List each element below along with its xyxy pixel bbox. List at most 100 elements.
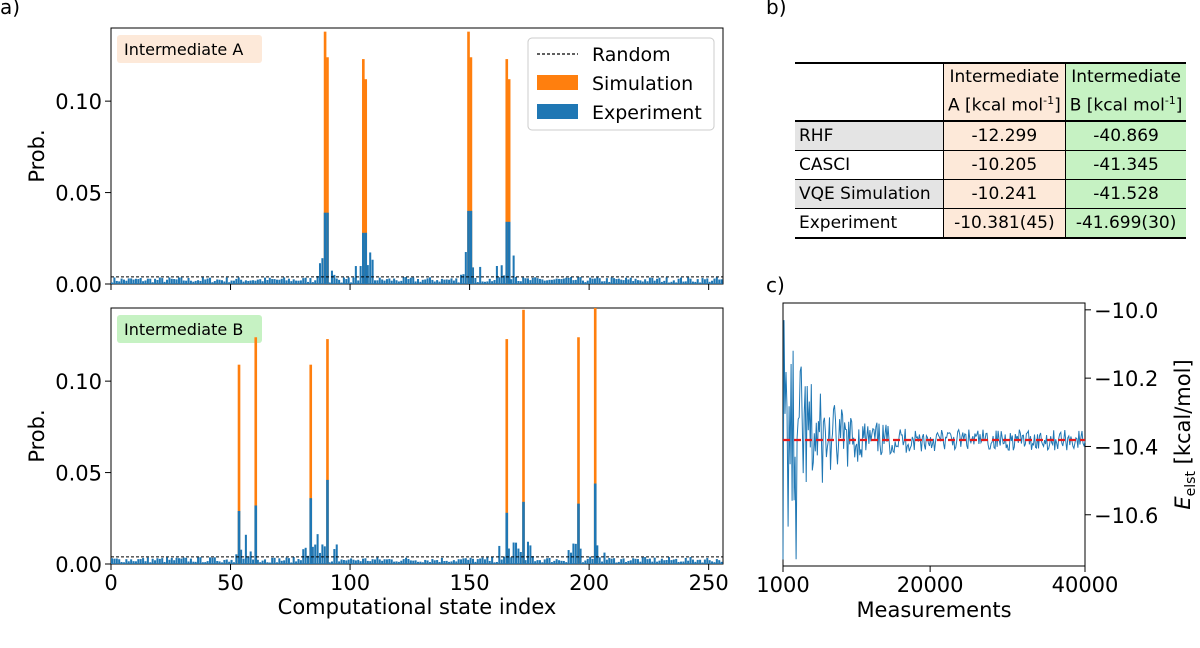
bar-experiment-background	[474, 561, 477, 564]
bar-experiment-background	[297, 559, 300, 564]
bar-experiment-background	[340, 559, 343, 564]
bar-experiment-background	[483, 559, 486, 564]
bar-experiment-background	[197, 280, 200, 284]
bar-experiment-background	[622, 280, 625, 284]
bar-experiment-background	[455, 561, 458, 564]
bar-experiment-background	[433, 560, 436, 564]
bar-experiment	[254, 505, 258, 564]
bar-experiment-background	[450, 278, 453, 284]
bar-experiment-background	[682, 561, 685, 564]
bar-experiment-background	[268, 277, 271, 284]
bar-experiment-background	[220, 562, 224, 564]
bar-experiment-background	[287, 278, 290, 284]
bar-experiment-background	[493, 562, 496, 564]
bar-experiment-background	[256, 559, 259, 564]
bar-experiment-background	[197, 557, 200, 564]
bar-experiment-background	[354, 560, 357, 564]
bar-experiment-background	[703, 279, 706, 284]
bar-experiment-background	[548, 557, 551, 564]
bar-experiment-background	[137, 279, 140, 284]
bar-experiment-background	[515, 542, 518, 564]
bar-experiment-background	[471, 267, 475, 284]
bar-experiment-background	[641, 281, 644, 284]
bar-experiment-background	[498, 277, 501, 284]
table-row: VQE Simulation -10.241 -41.528	[795, 179, 1187, 209]
bar-experiment-background	[457, 559, 460, 564]
bar-experiment-background	[113, 277, 116, 284]
bar-experiment-background	[699, 559, 702, 564]
bar-experiment-background	[560, 279, 563, 284]
bar-experiment-background	[254, 280, 257, 284]
bar-experiment-background	[428, 277, 431, 284]
bar-experiment-background	[261, 281, 264, 284]
bar-experiment-background	[244, 534, 247, 564]
bar-experiment-background	[283, 560, 286, 564]
bar-experiment-background	[689, 557, 692, 564]
bar-experiment-background	[347, 559, 350, 564]
bar-experiment-background	[175, 279, 178, 284]
bar-experiment-background	[187, 561, 190, 564]
bar-experiment-background	[526, 541, 530, 564]
bar-experiment-background	[373, 559, 377, 564]
bar-experiment-background	[177, 558, 180, 564]
bar-simulation	[593, 308, 597, 564]
bar-experiment-background	[400, 560, 403, 564]
bar-experiment-background	[687, 277, 690, 284]
bar-experiment-background	[161, 278, 164, 284]
bar-experiment	[507, 221, 511, 284]
bar-experiment-background	[558, 560, 561, 564]
y-tick-label: −10.2	[1094, 367, 1158, 391]
bar-experiment-background	[589, 277, 592, 284]
cell-b: -40.869	[1064, 121, 1187, 151]
bar-experiment-background	[388, 278, 391, 284]
bar-experiment-background	[591, 558, 594, 564]
bar-experiment-background	[378, 559, 381, 564]
bar-experiment-background	[610, 277, 613, 284]
bar-experiment-background	[524, 560, 527, 564]
bar-experiment-background	[139, 278, 142, 284]
bar-experiment-background	[228, 561, 231, 564]
bar-experiment-background	[440, 278, 443, 284]
bar-simulation	[362, 59, 365, 285]
bar-experiment-background	[185, 557, 188, 564]
bar-experiment-background	[352, 277, 355, 284]
bar-experiment-background	[421, 279, 424, 284]
bar-experiment-background	[170, 278, 173, 284]
bar-experiment-background	[424, 559, 427, 564]
bar-experiment-background	[663, 280, 666, 284]
cell-a: -10.205	[943, 150, 1066, 180]
cell-a: -12.299	[943, 121, 1066, 151]
bar-experiment-background	[500, 265, 503, 284]
bar-experiment-background	[216, 561, 219, 564]
y-tick-label: 0.00	[55, 273, 102, 297]
bar-experiment-background	[223, 559, 226, 564]
bar-experiment-background	[570, 552, 573, 564]
bar-experiment-background	[517, 548, 520, 564]
bar-experiment-background	[371, 259, 374, 284]
bar-experiment-background	[264, 277, 267, 284]
bar-experiment-background	[591, 278, 594, 284]
bar-experiment-background	[122, 562, 125, 564]
bar-experiment-background	[483, 281, 486, 284]
bar-experiment-background	[333, 274, 336, 284]
bar-experiment-background	[237, 277, 240, 284]
x-tick-label: 200	[569, 571, 609, 595]
bar-experiment-background	[548, 279, 551, 284]
bar-experiment-background	[663, 560, 666, 564]
bar-experiment-background	[601, 281, 604, 284]
bar-experiment-background	[677, 561, 680, 564]
bar-experiment-background	[708, 281, 711, 284]
bar-experiment-background	[307, 555, 310, 564]
bar-experiment-background	[359, 561, 362, 564]
bar-experiment-background	[373, 280, 377, 284]
bar-experiment-background	[452, 560, 455, 564]
bar-experiment-background	[134, 278, 137, 284]
bar-experiment-background	[574, 543, 577, 564]
bar-experiment-background	[718, 560, 721, 564]
bar-experiment-background	[503, 275, 506, 284]
bar-experiment-background	[522, 277, 525, 284]
bar-experiment-background	[546, 280, 549, 284]
bar-experiment-background	[127, 278, 130, 284]
bar-experiment-background	[345, 279, 348, 284]
bar-experiment-background	[220, 280, 224, 284]
